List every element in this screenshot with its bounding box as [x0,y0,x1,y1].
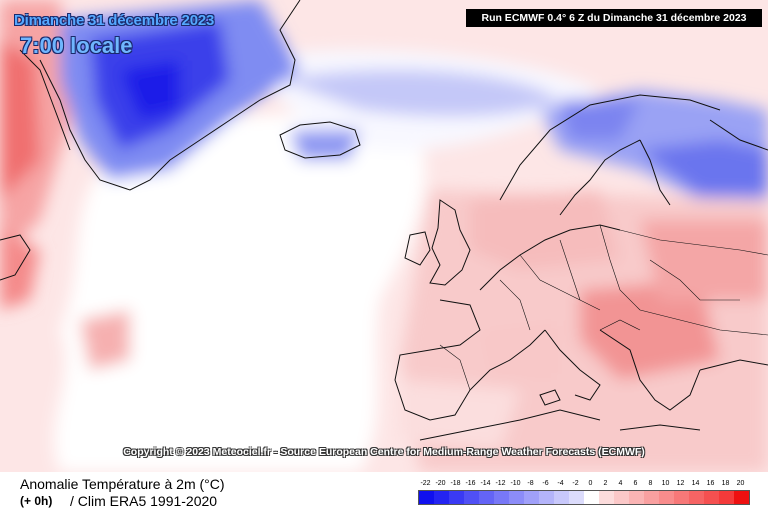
copyright-notice: Copyright © 2023 Meteociel.fr - Source E… [123,446,645,458]
legend-label: -18 [450,480,461,487]
iceland-coast [279,121,361,159]
country-borders [439,224,768,391]
legend-swatch [629,491,644,504]
forecast-step: (+ 0h) [20,494,53,508]
legend-swatch [419,491,434,504]
iberia-france-coast [394,299,546,421]
britain-coast [429,199,471,286]
coastlines [0,0,768,441]
norway-coast [499,94,721,201]
legend-label: -16 [465,480,476,487]
climatology-label: / Clim ERA5 1991-2020 [70,493,218,509]
legend-swatch [659,491,674,504]
legend-swatch [734,491,749,504]
anomaly-shading [0,0,768,472]
legend-swatch [524,491,539,504]
legend-label: 0 [588,480,593,487]
model-run-label: Run ECMWF 0.4° 6 Z du Dimanche 31 décemb… [466,9,762,27]
north-africa-coast [419,409,601,441]
ireland-coast [404,231,431,266]
color-legend [418,490,750,505]
legend-label: -4 [557,480,564,487]
legend-label: 4 [618,480,623,487]
legend-label: 16 [706,480,715,487]
legend-swatch [449,491,464,504]
italy-coast [544,329,601,401]
legend-swatch [494,491,509,504]
legend-swatch [509,491,524,504]
legend-label: 2 [603,480,608,487]
legend-label: -2 [572,480,579,487]
legend-label: 14 [691,480,700,487]
legend-swatch [569,491,584,504]
legend-label: -20 [435,480,446,487]
legend-swatch [614,491,629,504]
legend-label: -14 [480,480,491,487]
anomaly-map: Dimanche 31 décembre 2023 7:00 locale Ru… [0,0,768,472]
legend-label: 12 [676,480,685,487]
map-footer: Anomalie Température à 2m (°C) (+ 0h) / … [0,472,768,512]
legend-swatch [554,491,569,504]
legend-label: 20 [736,480,745,487]
greenland-coast [39,0,301,191]
legend-label: 18 [721,480,730,487]
legend-swatch [599,491,614,504]
variable-title: Anomalie Température à 2m (°C) [20,476,225,492]
legend-label: 6 [633,480,638,487]
legend-swatch [539,491,554,504]
legend-label: -8 [527,480,534,487]
legend-swatch [719,491,734,504]
forecast-date: Dimanche 31 décembre 2023 [14,12,215,29]
legend-label: 10 [661,480,670,487]
legend-label: -6 [542,480,549,487]
legend-label: -10 [510,480,521,487]
balkans-coast [599,329,701,411]
legend-label: -22 [420,480,431,487]
forecast-time: 7:00 locale [20,33,133,58]
legend-swatch [674,491,689,504]
legend-labels: -22 -20 -18 -16 -14 -12 -10 -8 -6 -4 -2 0 2 4 6 8 10 12 14… [410,480,750,490]
legend-swatch [689,491,704,504]
legend-label: -12 [495,480,506,487]
legend-swatch [644,491,659,504]
legend-swatch [464,491,479,504]
legend-swatch [434,491,449,504]
legend-swatch [704,491,719,504]
map-canvas [0,0,768,472]
legend-label: 8 [648,480,653,487]
legend-swatch [479,491,494,504]
legend-swatch [584,491,599,504]
